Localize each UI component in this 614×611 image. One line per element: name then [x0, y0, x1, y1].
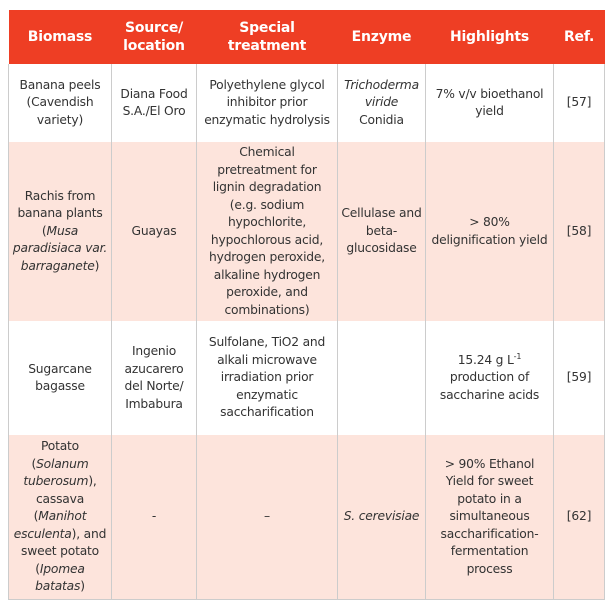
- table-cell: –: [196, 435, 338, 600]
- cell-text: Chemical pretreatment for lignin degrada…: [209, 145, 325, 317]
- column-header: Biomass: [8, 10, 112, 64]
- cell-text: Rachis from banana plants (: [17, 188, 103, 238]
- cell-text: Solanum tuberosum: [23, 456, 89, 489]
- table-cell: > 90% Ethanol Yield for sweet potato in …: [425, 435, 554, 600]
- table-container: Biomass Source/ location Special treatment…: [8, 10, 605, 600]
- table-cell: [59]: [553, 321, 605, 435]
- cell-text: Ingenio azucarero del Norte/ Imbabura: [124, 344, 184, 411]
- cell-text: [58]: [566, 223, 592, 238]
- cell-text: S. cerevisiae: [343, 509, 420, 524]
- table-row: Banana peels (Cavendish variety) Diana Fo…: [8, 64, 605, 142]
- column-header: Source/ location: [111, 10, 197, 64]
- table-cell: Sulfolane, TiO2 and alkali microwave irr…: [196, 321, 338, 435]
- cell-text: –: [264, 509, 270, 524]
- table-cell: Sugarcane bagasse: [8, 321, 112, 435]
- table-cell: Guayas: [111, 142, 197, 321]
- table-cell: S. cerevisiae: [337, 435, 426, 600]
- cell-text: [57]: [566, 95, 592, 110]
- data-table: Biomass Source/ location Special treatment…: [8, 10, 605, 600]
- cell-text: [62]: [566, 509, 592, 524]
- column-header: Special treatment: [196, 10, 338, 64]
- cell-text: [59]: [566, 370, 592, 385]
- table-row: Sugarcane bagasse Ingenio azucarero del N…: [8, 321, 605, 435]
- table-cell: -: [111, 435, 197, 600]
- table-cell: [62]: [553, 435, 605, 600]
- cell-text: 15.24 g L: [457, 352, 514, 367]
- table-row: Potato (Solanum tuberosum), cassava (Man…: [8, 435, 605, 600]
- table-cell: Chemical pretreatment for lignin degrada…: [196, 142, 338, 321]
- table-cell: Diana Food S.A./El Oro: [111, 64, 197, 142]
- table-cell: 15.24 g L-1 production of saccharine aci…: [425, 321, 554, 435]
- cell-text: Conidia: [359, 112, 404, 127]
- cell-text: Guayas: [131, 223, 177, 238]
- cell-text: Sulfolane, TiO2 and alkali microwave irr…: [208, 335, 326, 420]
- cell-text: Polyethylene glycol inhibitor prior enzy…: [204, 77, 330, 127]
- cell-text: Manihot esculenta: [13, 509, 87, 541]
- table-cell: [337, 321, 426, 435]
- cell-text: Ipomea batatas: [35, 561, 85, 594]
- cell-text: ), and sweet potato (: [21, 526, 107, 576]
- cell-text: ): [80, 579, 85, 594]
- table-cell: 7% v/v bioethanol yield: [425, 64, 554, 142]
- table-cell: Banana peels (Cavendish variety): [8, 64, 112, 142]
- header-row: Biomass Source/ location Special treatment…: [8, 10, 605, 64]
- table-cell: Cellulase and beta-glucosidase: [337, 142, 426, 321]
- cell-text: 7% v/v bioethanol yield: [435, 86, 544, 119]
- table-cell: Ingenio azucarero del Norte/ Imbabura: [111, 321, 197, 435]
- cell-text: -: [151, 509, 157, 524]
- cell-text: Banana peels (Cavendish variety): [19, 77, 101, 127]
- table-cell: Polyethylene glycol inhibitor prior enzy…: [196, 64, 338, 142]
- cell-text: Musa paradisiaca var. barraganete: [12, 223, 108, 273]
- cell-text: production of saccharine acids: [439, 370, 540, 402]
- column-header: Ref.: [553, 10, 605, 64]
- table-body: Banana peels (Cavendish variety) Diana Fo…: [8, 64, 605, 600]
- cell-text: Potato (: [31, 439, 79, 471]
- cell-text: Trichoderma viride: [344, 77, 419, 110]
- table-cell: Trichoderma viride Conidia: [337, 64, 426, 142]
- table-cell: [58]: [553, 142, 605, 321]
- cell-text: ): [94, 258, 100, 273]
- table-cell: Rachis from banana plants (Musa paradisi…: [8, 142, 112, 321]
- cell-text: Cellulase and beta-glucosidase: [341, 206, 422, 256]
- column-header: Highlights: [425, 10, 554, 64]
- table-cell: > 80% delignification yield: [425, 142, 554, 321]
- cell-text: Sugarcane bagasse: [28, 361, 92, 394]
- table-cell: [57]: [553, 64, 605, 142]
- cell-text: ), cassava (: [33, 474, 97, 524]
- cell-text: Diana Food S.A./El Oro: [120, 86, 188, 119]
- cell-text: -1: [513, 351, 522, 361]
- table-cell: Potato (Solanum tuberosum), cassava (Man…: [8, 435, 112, 600]
- table-row: Rachis from banana plants (Musa paradisi…: [8, 142, 605, 321]
- table-header: Biomass Source/ location Special treatment…: [8, 10, 605, 64]
- column-header: Enzyme: [337, 10, 426, 64]
- cell-text: > 80% delignification yield: [431, 215, 548, 247]
- cell-text: > 90% Ethanol Yield for sweet potato in …: [440, 456, 539, 576]
